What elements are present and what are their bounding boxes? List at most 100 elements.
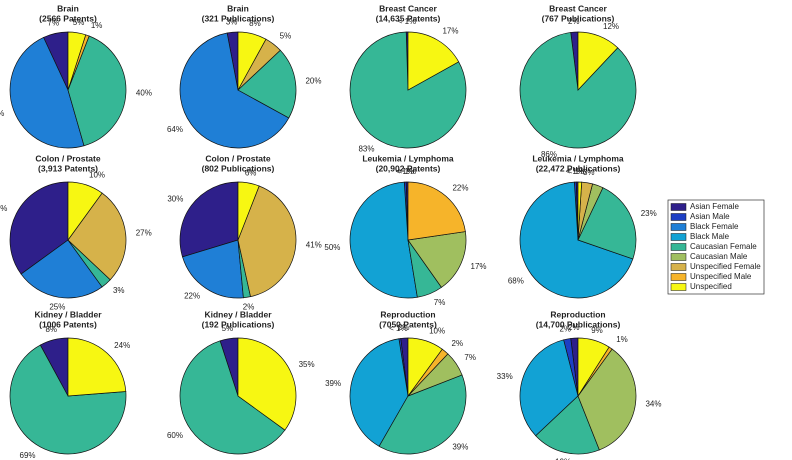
pie-slice — [67, 31, 87, 91]
pie-slice — [378, 374, 467, 455]
pie-title: Kidney / Bladder — [34, 309, 102, 319]
value-label: 30% — [167, 195, 183, 204]
legend-swatch — [670, 233, 687, 241]
legend-swatch — [670, 203, 687, 211]
pie-subtitle: (802 Publications) — [202, 163, 275, 173]
pie-title: Breast Cancer — [379, 3, 437, 13]
pie-slice — [577, 348, 637, 451]
pie-title: Leukemia / Lymphoma — [362, 153, 454, 163]
value-label: 2% — [559, 324, 571, 333]
value-label: 5% — [280, 31, 292, 40]
pie-slice — [179, 32, 290, 149]
pie-slice — [519, 181, 634, 299]
value-label: 7% — [48, 19, 60, 28]
value-label: 35% — [299, 360, 315, 369]
pie-title: Brain — [57, 3, 79, 13]
value-label: 25% — [49, 302, 65, 311]
value-label: 12% — [603, 22, 619, 31]
value-label: 2% — [243, 302, 255, 311]
pie-title: Reproduction — [550, 309, 605, 319]
value-label: 34% — [645, 400, 661, 409]
legend-swatch — [670, 253, 687, 261]
value-label: 3% — [113, 286, 125, 295]
value-label: 3% — [583, 168, 595, 177]
value-label: < 1% — [398, 17, 416, 26]
legend-label: Asian Female — [690, 202, 739, 211]
pie-title: Breast Cancer — [549, 3, 607, 13]
value-label: 33% — [497, 372, 513, 381]
value-label: 68% — [508, 276, 524, 285]
value-label: 83% — [358, 144, 374, 153]
value-label: 23% — [641, 209, 657, 218]
pie-title: Reproduction — [380, 309, 435, 319]
pie-title: Brain — [227, 3, 249, 13]
pie-slice — [349, 338, 409, 447]
value-label: 39% — [452, 443, 468, 452]
value-label: 2% — [398, 323, 410, 332]
pie-title: Kidney / Bladder — [204, 309, 272, 319]
legend-swatch — [670, 243, 687, 251]
value-label: 2% — [452, 339, 464, 348]
legend-swatch — [670, 273, 687, 281]
legend-label: Unspecified Female — [690, 262, 761, 271]
value-label: 35% — [0, 204, 7, 213]
pie-subtitle: (14,635 Patents) — [376, 13, 441, 23]
value-label: 6% — [245, 168, 257, 177]
pie-subtitle: (321 Publications) — [202, 13, 275, 23]
value-label: 22% — [452, 184, 468, 193]
pie-slice — [9, 181, 69, 275]
pie-subtitle: (7050 Patents) — [379, 319, 437, 329]
value-label: 10% — [89, 170, 105, 179]
value-label: 7% — [464, 353, 476, 362]
pie-subtitle: (2566 Patents) — [39, 13, 97, 23]
pie-subtitle: (20,902 Patents) — [376, 163, 441, 173]
value-label: 60% — [167, 431, 183, 440]
legend-label: Unspecified — [690, 282, 732, 291]
pie-slice — [9, 344, 127, 455]
pie-slice — [577, 337, 610, 398]
value-label: 7% — [434, 298, 446, 307]
value-label: < 1% — [566, 167, 584, 176]
value-label: 17% — [471, 262, 487, 271]
value-label: < 1% — [395, 167, 413, 176]
value-label: 3% — [226, 17, 238, 26]
legend-swatch — [670, 283, 687, 291]
value-label: 50% — [324, 243, 340, 252]
pie-slice — [67, 35, 127, 147]
pie-slice — [519, 339, 579, 437]
legend-label: Asian Male — [690, 212, 730, 221]
value-label: 24% — [114, 341, 130, 350]
value-label: 64% — [167, 125, 183, 134]
pie-subtitle: (767 Publications) — [542, 13, 615, 23]
pie-slice — [237, 185, 297, 298]
legend-label: Caucasian Female — [690, 242, 757, 251]
pie-slice — [577, 187, 637, 260]
pie-slice — [237, 31, 267, 91]
pie-slice — [179, 181, 239, 258]
legend-swatch — [670, 263, 687, 271]
legend-label: Black Female — [690, 222, 739, 231]
pie-slice — [407, 181, 466, 241]
value-label: < 1% — [398, 167, 416, 176]
value-label: 41% — [306, 240, 322, 249]
value-label: 40% — [136, 88, 152, 97]
value-label: 1% — [91, 21, 103, 30]
pie-slice — [67, 337, 127, 397]
pie-slice — [407, 337, 443, 398]
value-label: 19% — [555, 457, 571, 460]
legend-label: Caucasian Male — [690, 252, 748, 261]
value-label: 86% — [541, 150, 557, 159]
pie-slice — [67, 192, 127, 281]
pie-slice — [407, 231, 467, 288]
pie-title: Leukemia / Lymphoma — [532, 153, 624, 163]
pie-subtitle: (22,472 Publications) — [536, 163, 621, 173]
pie-slice — [237, 181, 260, 241]
pie-slice — [9, 36, 85, 149]
pie-slice — [237, 49, 297, 119]
value-label: 2% — [568, 17, 580, 26]
pie-slice — [67, 181, 103, 242]
legend-swatch — [670, 223, 687, 231]
pie-subtitle: (192 Publications) — [202, 319, 275, 329]
pie-slice — [349, 181, 418, 299]
